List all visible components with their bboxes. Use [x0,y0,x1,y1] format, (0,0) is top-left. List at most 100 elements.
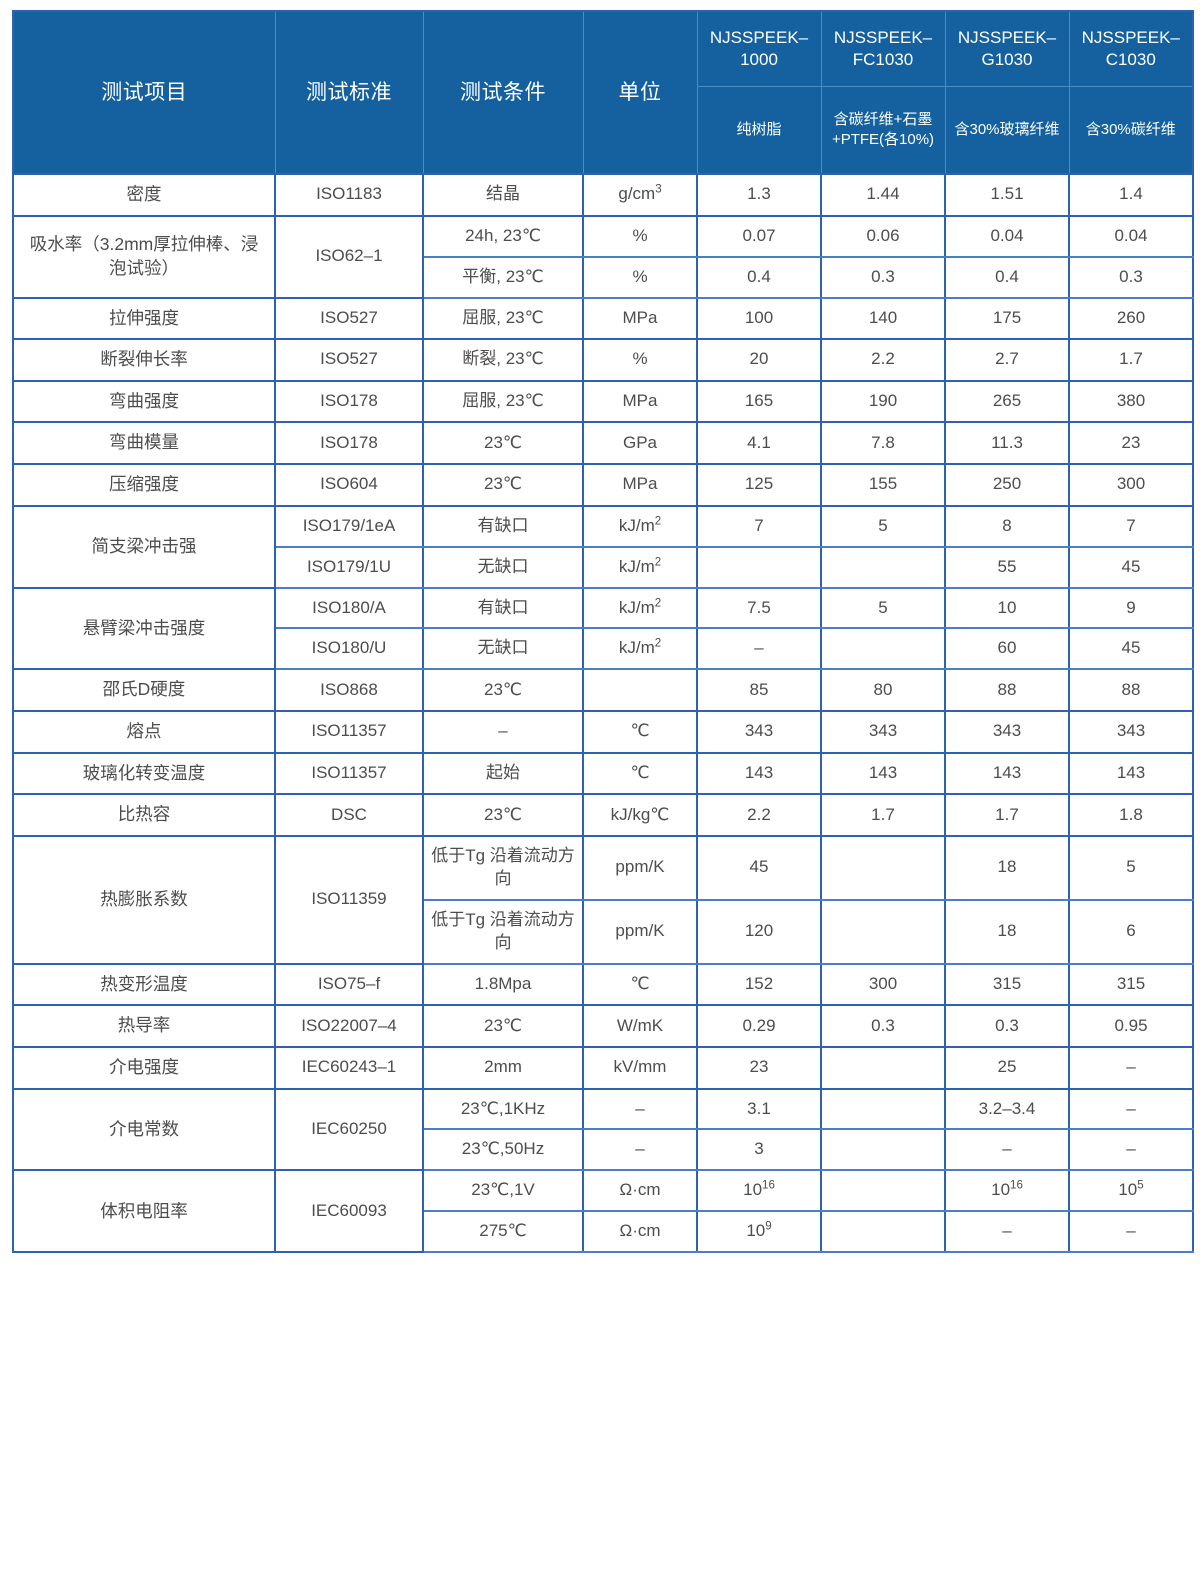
cell-value-product-2 [820,1045,946,1090]
cell-value-product-2 [820,545,946,589]
cell-value-product-4: 1.4 [1068,173,1194,217]
cell-value-product-2 [820,898,946,965]
cell-test-standard: ISO178 [274,379,424,424]
cell-value-product-2: 0.3 [820,255,946,299]
table-row: 邵氏D硬度 ISO868 23℃ 85 80 88 88 [12,668,1194,712]
cell-value-product-4: 315 [1068,962,1194,1007]
cell-value-product-2 [820,627,946,671]
table-row: 弯曲强度 ISO178 屈服, 23℃ MPa 165 190 265 380 [12,379,1194,424]
cell-value-product-1: 125 [696,463,822,507]
cell-value-product-1: 165 [696,379,822,424]
cell-test-standard: ISO178 [274,421,424,465]
cell-test-item: 压缩强度 [12,463,276,507]
cell-value-product-4: 380 [1068,379,1194,424]
cell-value-product-4: – [1068,1045,1194,1090]
cell-value-product-3: 265 [944,379,1070,424]
cell-value-product-3: 343 [944,710,1070,754]
cell-value-product-2: 343 [820,710,946,754]
cell-value-product-3: 250 [944,463,1070,507]
cell-test-standard: ISO62–1 [274,214,424,299]
cell-test-item: 邵氏D硬度 [12,668,276,712]
cell-value-product-1: 0.07 [696,214,822,258]
cell-value-product-2 [820,1128,946,1172]
cell-test-condition: 平衡, 23℃ [422,255,584,299]
cell-value-product-2: 1.7 [820,793,946,837]
cell-test-item: 体积电阻率 [12,1169,276,1254]
cell-unit: kJ/m2 [582,586,698,630]
cell-value-product-4: 7 [1068,504,1194,548]
cell-test-condition: 无缺口 [422,627,584,671]
table-row: 体积电阻率 IEC60093 23℃,1V Ω·cm 1016 1016 105 [12,1169,1194,1254]
cell-value-product-4: 45 [1068,545,1194,589]
column-header-test-condition: 测试条件 [422,10,584,175]
cell-test-condition: 23℃,1KHz [422,1087,584,1131]
table-body: 密度 ISO1183 结晶 g/cm3 1.3 1.44 1.51 1.4 吸水率（3.2mm厚… [12,173,1194,1254]
table-row: 热导率 ISO22007–4 23℃ W/mK 0.29 0.3 0.3 0.95 [12,1004,1194,1048]
cell-value-product-4: 5 [1068,834,1194,901]
cell-value-product-3: 0.4 [944,255,1070,299]
cell-unit: % [582,214,698,258]
cell-test-condition: 23℃ [422,463,584,507]
column-header-product-3-name: NJSSPEEK–G1030 [944,10,1070,87]
cell-test-item: 介电常数 [12,1087,276,1172]
cell-test-item: 拉伸强度 [12,296,276,341]
cell-test-item: 玻璃化转变温度 [12,751,276,796]
cell-value-product-2: 300 [820,962,946,1007]
cell-test-item: 热导率 [12,1004,276,1048]
cell-value-product-1: 0.4 [696,255,822,299]
cell-value-product-4: – [1068,1210,1194,1254]
cell-test-item: 热膨胀系数 [12,834,276,965]
cell-value-product-1: 0.29 [696,1004,822,1048]
cell-value-product-1: 343 [696,710,822,754]
cell-value-product-4: 1.7 [1068,338,1194,382]
table-row: 275℃ Ω·cm 109 – – [13,1210,1194,1254]
cell-value-product-4: 0.95 [1068,1004,1194,1048]
cell-value-product-3: 55 [944,545,1070,589]
cell-value-product-3: 1016 [944,1169,1070,1213]
column-header-product-1-name: NJSSPEEK–1000 [696,10,822,87]
cell-test-condition: 低于Tg 沿着流动方向 [422,898,584,965]
cell-unit: kJ/kg℃ [582,793,698,837]
cell-test-item: 密度 [12,173,276,217]
cell-unit: ppm/K [582,898,698,965]
cell-value-product-1: 23 [696,1045,822,1090]
cell-unit: kV/mm [582,1045,698,1090]
table-row: ISO179/1U 无缺口 kJ/m2 55 45 [13,545,1194,589]
column-header-unit: 单位 [582,10,698,175]
cell-test-condition: 23℃ [422,668,584,712]
cell-value-product-4: – [1068,1128,1194,1172]
cell-value-product-1: 7 [696,504,822,548]
column-header-product-2-name: NJSSPEEK–FC1030 [820,10,946,87]
cell-test-condition: 屈服, 23℃ [422,379,584,424]
cell-value-product-3: 88 [944,668,1070,712]
cell-value-product-1: 45 [696,834,822,901]
cell-unit: – [582,1128,698,1172]
cell-value-product-4: 343 [1068,710,1194,754]
cell-value-product-3: 1.51 [944,173,1070,217]
cell-test-condition: 24h, 23℃ [422,214,584,258]
material-property-table: 测试项目 测试标准 测试条件 单位 NJSSPEEK–1000 NJSSPEEK… [12,10,1194,1254]
cell-value-product-1: 100 [696,296,822,341]
cell-test-item: 介电强度 [12,1045,276,1090]
column-header-test-standard: 测试标准 [274,10,424,175]
cell-value-product-1: 4.1 [696,421,822,465]
column-header-test-item: 测试项目 [12,10,276,175]
cell-value-product-3: 175 [944,296,1070,341]
cell-value-product-1: 2.2 [696,793,822,837]
cell-value-product-3: 143 [944,751,1070,796]
cell-value-product-1: 85 [696,668,822,712]
cell-value-product-1: – [696,627,822,671]
table-row: 热变形温度 ISO75–f 1.8Mpa ℃ 152 300 315 315 [12,962,1194,1007]
cell-test-standard: ISO11357 [274,751,424,796]
cell-value-product-2 [820,1210,946,1254]
table-header: 测试项目 测试标准 测试条件 单位 NJSSPEEK–1000 NJSSPEEK… [12,10,1194,175]
cell-test-item: 断裂伸长率 [12,338,276,382]
table-row: 吸水率（3.2mm厚拉伸棒、浸泡试验） ISO62–1 24h, 23℃% 0.07 0… [12,214,1194,299]
table-row: 拉伸强度 ISO527 屈服, 23℃ MPa 100 140 175 260 [12,296,1194,341]
cell-test-condition: 1.8Mpa [422,962,584,1007]
cell-test-standard: IEC60093 [274,1169,424,1254]
cell-test-condition: 23℃,50Hz [422,1128,584,1172]
cell-unit: – [582,1087,698,1131]
cell-value-product-3: 18 [944,834,1070,901]
cell-value-product-3: 60 [944,627,1070,671]
